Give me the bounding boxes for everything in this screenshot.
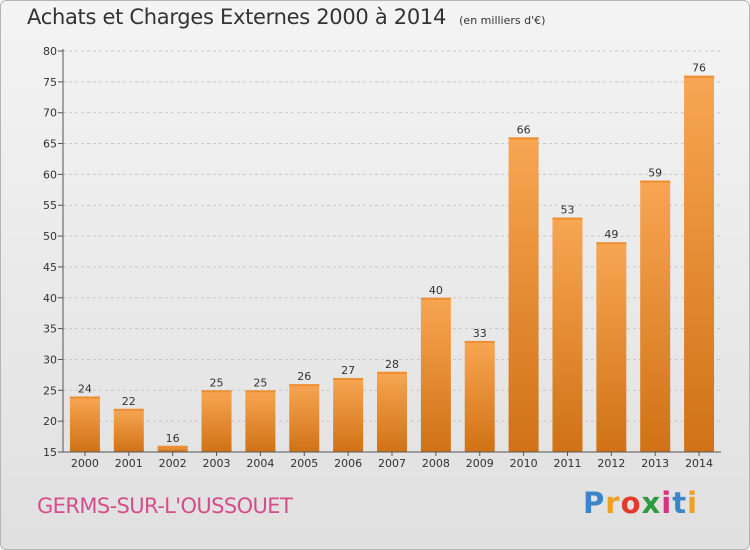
data-label: 24 [78,382,92,395]
data-label: 22 [122,395,136,408]
bar-top-edge [552,217,583,220]
logo-letter: t [672,486,688,520]
x-tick-label: 2013 [641,457,669,470]
bar-top-edge [420,297,451,300]
data-label: 26 [297,370,311,383]
data-labels: 24 22 16 25 25 26 27 28 40 33 66 53 49 59 76 [78,62,706,445]
bar-top-edge [245,390,276,393]
data-label: 53 [560,204,574,217]
data-label: 16 [166,432,180,445]
data-label: 59 [648,167,662,180]
bar-top-edge [333,377,364,380]
bar [508,137,539,452]
x-tick-label: 2007 [378,457,406,470]
bar [552,217,583,452]
data-label: 33 [473,327,487,340]
bar-top-edge [113,408,144,411]
bar [69,396,100,452]
bar [157,445,188,452]
logo-letter: x [641,486,662,520]
data-label: 76 [692,62,706,75]
x-tick-label: 2002 [159,457,187,470]
x-tick-label: 2009 [466,457,494,470]
y-tick-label: 70 [43,107,57,120]
bar [420,297,451,452]
y-tick-label: 60 [43,168,57,181]
bar [684,75,715,452]
bar-top-edge [201,390,232,393]
proxiti-logo: Proxiti [583,486,698,520]
bar-top-edge [377,371,407,374]
bar [113,408,144,452]
data-label: 27 [341,364,355,377]
logo-letter: P [583,486,606,520]
bar-top-edge [640,180,671,183]
bars [69,75,715,453]
data-label: 28 [385,358,399,371]
data-label: 40 [429,284,443,297]
y-tick-label: 40 [43,292,57,305]
y-tick-label: 55 [43,199,57,212]
x-tick-label: 2008 [422,457,450,470]
y-tick-label: 45 [43,261,57,274]
bar-top-edge [684,75,715,78]
bar [333,377,364,452]
x-tick-label: 2010 [510,457,538,470]
bar [464,340,495,452]
x-tick-label: 2005 [290,457,318,470]
logo-letter: i [661,486,673,520]
x-tick-label: 2012 [597,457,625,470]
y-tick-label: 65 [43,138,57,151]
data-label: 49 [604,228,618,241]
y-tick-label: 50 [43,230,57,243]
bar-top-edge [157,445,188,448]
data-label: 66 [517,123,531,136]
logo-letter: i [687,486,699,520]
y-tick-label: 15 [43,446,57,459]
y-tick-label: 20 [43,415,57,428]
bar-top-edge [69,396,100,399]
y-tick-label: 80 [43,45,57,58]
chart-subtitle: (en milliers d'€) [459,14,546,27]
title-row: Achats et Charges Externes 2000 à 2014 (… [27,5,545,29]
bar [289,384,320,452]
data-label: 25 [253,376,267,389]
x-tick-label: 2011 [553,457,581,470]
place-name: GERMS-SUR-L'OUSSOUET [37,494,293,518]
logo-letter: o [620,486,642,520]
y-tick-label: 30 [43,353,57,366]
chart-title: Achats et Charges Externes 2000 à 2014 [27,5,447,29]
x-tick-label: 2001 [115,457,143,470]
x-tick-label: 2014 [685,457,713,470]
bar [596,242,627,452]
data-label: 25 [210,376,224,389]
bar [640,180,671,453]
bar [377,371,407,452]
logo-letter: r [605,486,621,520]
bar-top-edge [464,340,495,343]
x-tick-label: 2003 [203,457,231,470]
bar-top-edge [508,137,539,140]
y-tick-label: 75 [43,76,57,89]
y-tick-label: 25 [43,384,57,397]
x-tick-label: 2000 [71,457,99,470]
bar-top-edge [289,384,320,387]
axes: 15 20 25 30 35 40 45 50 55 60 65 70 75 80 2000 2001 2002… [43,45,721,470]
bar-top-edge [596,242,627,245]
x-tick-label: 2004 [246,457,274,470]
bar [245,390,276,452]
x-tick-label: 2006 [334,457,362,470]
bar [201,390,232,452]
y-tick-label: 35 [43,323,57,336]
